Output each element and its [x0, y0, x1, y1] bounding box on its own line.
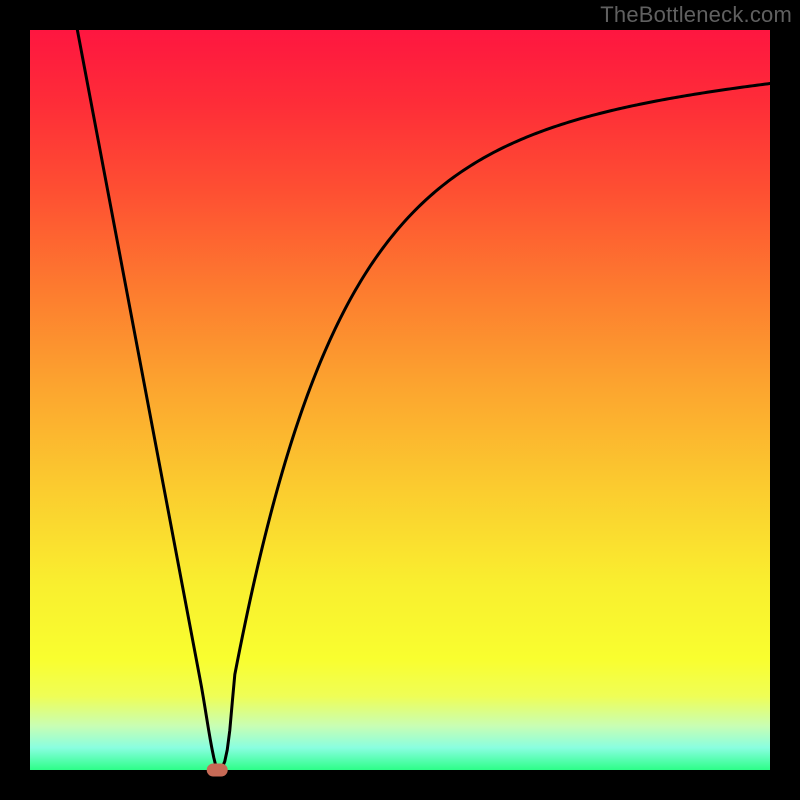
resonance-chart [0, 0, 800, 800]
vertex-marker [207, 764, 227, 776]
chart-container: TheBottleneck.com [0, 0, 800, 800]
plot-background-gradient [30, 30, 770, 770]
watermark-label: TheBottleneck.com [600, 2, 792, 28]
